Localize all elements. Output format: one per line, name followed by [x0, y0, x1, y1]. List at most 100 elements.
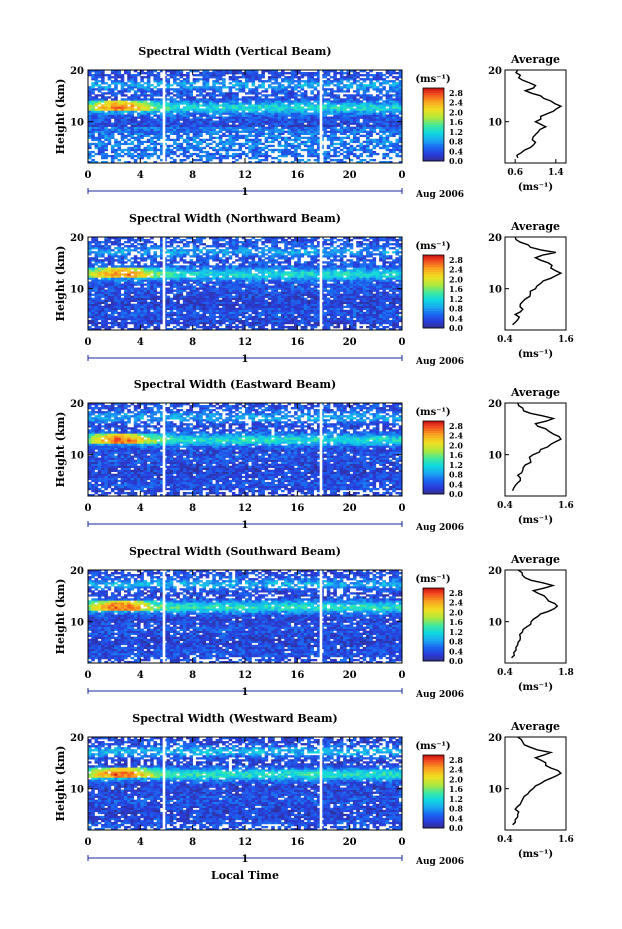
heatmap-cell: [356, 84, 360, 86]
heatmap-cell: [373, 112, 377, 114]
heatmap-cell: [235, 117, 239, 119]
heatmap-cell: [117, 92, 121, 94]
heatmap-cell: [255, 131, 259, 133]
heatmap-cell: [91, 318, 95, 320]
heatmap-cell: [134, 100, 138, 102]
heatmap-cell: [131, 314, 135, 316]
heatmap-cell: [369, 112, 373, 114]
heatmap-cell: [274, 294, 278, 296]
heatmap-cell: [314, 125, 318, 127]
heatmap-cell: [167, 302, 171, 304]
heatmap-cell: [386, 80, 390, 82]
heatmap-cell: [337, 320, 341, 322]
heatmap-cell: [271, 294, 275, 296]
heatmap-cell: [261, 159, 265, 161]
heatmap-cell: [131, 98, 135, 100]
heatmap-cell: [294, 131, 298, 133]
heatmap-cell: [212, 123, 216, 125]
heatmap-cell: [144, 326, 148, 328]
heatmap-cell: [353, 310, 357, 312]
heatmap-cell: [209, 74, 213, 76]
heatmap-cell: [131, 320, 135, 322]
heatmap-cell: [196, 296, 200, 298]
heatmap-cell: [242, 104, 246, 106]
heatmap-cell: [255, 100, 259, 102]
heatmap-cell: [382, 310, 386, 312]
heatmap-cell: [167, 316, 171, 318]
heatmap-cell: [95, 304, 99, 306]
heatmap-cell: [199, 302, 203, 304]
heatmap-cell: [140, 86, 144, 88]
heatmap-cell: [327, 121, 331, 123]
heatmap-cell: [281, 90, 285, 92]
heatmap-cell: [252, 90, 256, 92]
heatmap-cell: [242, 294, 246, 296]
heatmap-cell: [373, 310, 377, 312]
heatmap-cell: [121, 135, 125, 137]
heatmap-cell: [121, 119, 125, 121]
heatmap-cell: [278, 129, 282, 131]
heatmap-cell: [222, 145, 226, 147]
heatmap-cell: [225, 135, 229, 137]
heatmap-cell: [199, 151, 203, 153]
heatmap-cell: [216, 82, 220, 84]
heatmap-cell: [98, 84, 102, 86]
heatmap-cell: [209, 110, 213, 112]
heatmap-cell: [170, 314, 174, 316]
heatmap-cell: [265, 147, 269, 149]
heatmap-cell: [252, 88, 256, 90]
heatmap-cell: [144, 72, 148, 74]
heatmap-cell: [225, 141, 229, 143]
heatmap-cell: [327, 324, 331, 326]
heatmap-cell: [193, 131, 197, 133]
avg-y-tick-label: 20: [488, 66, 502, 77]
colorbar-band: [423, 127, 444, 130]
heatmap-cell: [127, 121, 131, 123]
heatmap-cell: [121, 133, 125, 135]
heatmap-cell: [199, 310, 203, 312]
heatmap-cell: [196, 302, 200, 304]
heatmap-cell: [104, 302, 108, 304]
heatmap-cell: [294, 135, 298, 137]
heatmap-cell: [229, 114, 233, 116]
heatmap-cell: [333, 153, 337, 155]
heatmap-cell: [111, 127, 115, 129]
heatmap-cell: [147, 157, 151, 159]
heatmap-cell: [242, 145, 246, 147]
heatmap-cell: [104, 74, 108, 76]
heatmap-cell: [376, 320, 380, 322]
heatmap-cell: [301, 143, 305, 145]
heatmap-cell: [111, 76, 115, 78]
heatmap-cell: [196, 90, 200, 92]
heatmap-cell: [98, 314, 102, 316]
heatmap-cell: [235, 294, 239, 296]
heatmap-cell: [108, 110, 112, 112]
heatmap-cell: [353, 114, 357, 116]
heatmap-cell: [274, 86, 278, 88]
heatmap-cell: [121, 125, 125, 127]
heatmap-cell: [395, 145, 399, 147]
heatmap-cell: [235, 127, 239, 129]
heatmap-cell: [101, 106, 105, 108]
heatmap-cell: [252, 308, 256, 310]
heatmap-cell: [343, 98, 347, 100]
heatmap-cell: [193, 306, 197, 308]
heatmap-cell: [314, 72, 318, 74]
heatmap-cell: [238, 157, 242, 159]
heatmap-cell: [193, 133, 197, 135]
heatmap-cell: [373, 300, 377, 302]
heatmap-cell: [327, 125, 331, 127]
heatmap-cell: [88, 320, 92, 322]
heatmap-cell: [274, 90, 278, 92]
heatmap-cell: [373, 324, 377, 326]
heatmap-cell: [170, 312, 174, 314]
heatmap-cell: [176, 320, 180, 322]
heatmap-cell: [183, 139, 187, 141]
heatmap-cell: [389, 310, 393, 312]
heatmap-cell: [173, 141, 177, 143]
colorbar-band: [423, 142, 444, 145]
heatmap-cell: [209, 88, 213, 90]
heatmap-cell: [261, 80, 265, 82]
heatmap-cell: [278, 86, 282, 88]
heatmap-cell: [350, 149, 354, 151]
